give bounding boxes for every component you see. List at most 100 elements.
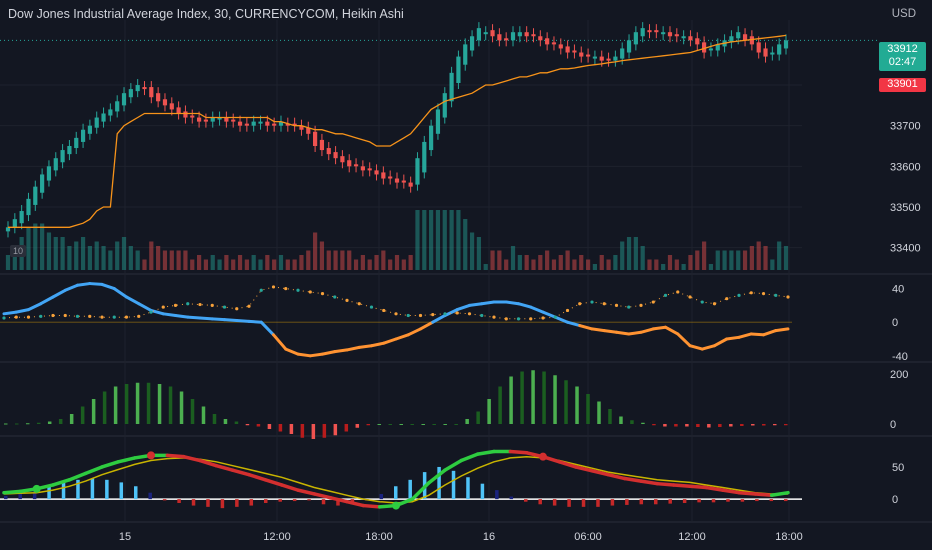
- osc-slow-point: [394, 312, 398, 316]
- candle-body: [688, 36, 693, 41]
- volume-bar: [80, 237, 86, 270]
- stoch-k-segment: [410, 481, 431, 501]
- hist-tick-label: 0: [890, 419, 896, 431]
- volume-bar: [40, 223, 45, 270]
- volume-bar: [729, 250, 734, 270]
- stoch-histogram-bar: [480, 483, 485, 500]
- osc-fast-segment: [112, 287, 128, 299]
- candle-body: [183, 111, 188, 118]
- osc-fast-segment: [504, 300, 520, 306]
- candle-body: [435, 109, 441, 134]
- osc-fast-segment: [382, 337, 398, 345]
- volume-bar: [442, 210, 447, 270]
- osc-slow-point: [541, 316, 545, 320]
- stoch-cross-marker: [32, 484, 41, 493]
- volume-bar: [674, 259, 679, 270]
- stoch-histogram-bar: [47, 486, 51, 500]
- histogram-bar: [14, 423, 19, 425]
- osc-fast-segment: [100, 282, 116, 291]
- histogram-bar: [289, 424, 294, 434]
- stoch-histogram-bar: [552, 499, 557, 506]
- stoch-histogram-bar: [538, 499, 542, 505]
- osc-fast-segment: [443, 308, 459, 317]
- volume-bar: [5, 255, 11, 270]
- volume-bar: [722, 250, 727, 270]
- volume-bar: [736, 250, 741, 270]
- histogram-bar: [212, 414, 217, 424]
- stoch-histogram-bar: [581, 499, 586, 507]
- histogram-bar: [608, 409, 612, 424]
- osc-fast-segment: [774, 327, 790, 333]
- volume-bar: [585, 259, 591, 270]
- osc-slow-point: [504, 317, 508, 321]
- osc-fast-segment: [235, 319, 251, 323]
- osc-slow-point: [296, 288, 300, 292]
- candle-body: [640, 28, 645, 37]
- stoch-histogram-bar: [408, 479, 412, 500]
- stoch-histogram-bar: [668, 499, 672, 504]
- osc-slow-point: [186, 302, 190, 306]
- histogram-bar: [696, 424, 700, 427]
- stoch-cross-marker: [147, 451, 155, 460]
- volume-bar: [497, 250, 502, 270]
- histogram-bar: [674, 424, 678, 427]
- osc-fast-segment: [664, 325, 680, 336]
- osc-fast-segment: [468, 302, 484, 307]
- candle-body: [715, 44, 720, 51]
- stoch-histogram-bar: [394, 486, 398, 500]
- osc-slow-point: [443, 312, 447, 316]
- currency-label[interactable]: USD: [891, 8, 916, 20]
- volume-bar: [26, 228, 31, 270]
- volume-bar: [156, 246, 161, 270]
- osc-slow-point: [137, 314, 141, 318]
- stoch-histogram-bar: [119, 482, 124, 500]
- candle-body: [53, 158, 58, 171]
- histogram-bar: [80, 406, 85, 424]
- volume-bar: [340, 250, 345, 270]
- candle-body: [654, 30, 659, 33]
- candle-body: [162, 99, 168, 106]
- candle-body: [19, 211, 24, 224]
- candle-body: [87, 125, 92, 134]
- osc-fast-segment: [651, 325, 667, 331]
- osc-fast-segment: [394, 333, 410, 341]
- candle-body: [326, 148, 331, 155]
- stochastic-pane: [0, 449, 802, 510]
- histogram-bar: [597, 401, 601, 424]
- osc-fast-segment: [63, 283, 79, 292]
- candle-body: [490, 30, 495, 37]
- volume-bar: [203, 259, 209, 270]
- candle-body: [360, 166, 365, 171]
- volume-bar: [654, 259, 659, 270]
- candle-body: [190, 115, 195, 118]
- histogram-bar: [311, 424, 316, 439]
- osc-slow-point: [761, 292, 766, 296]
- stoch-k-segment: [116, 456, 137, 464]
- osc-slow-point: [320, 292, 325, 296]
- candle-body: [620, 48, 625, 59]
- histogram-bar: [586, 394, 590, 424]
- stoch-histogram-bar: [105, 479, 109, 500]
- volume-bar: [306, 250, 311, 270]
- volume-bar: [162, 250, 168, 270]
- volume-bar: [12, 246, 17, 270]
- osc-fast-segment: [529, 305, 545, 314]
- volume-bar: [435, 210, 441, 270]
- price-tick-label: 33600: [890, 161, 921, 173]
- osc-fast-segment: [39, 295, 55, 306]
- candle-body: [142, 87, 147, 90]
- volume-bar: [469, 232, 475, 270]
- candle-body: [306, 127, 311, 134]
- osc-slow-point: [210, 303, 214, 307]
- stoch-histogram-bar: [769, 499, 774, 502]
- candle-body: [244, 123, 249, 126]
- stoch-k-segment: [100, 460, 121, 469]
- volume-bar: [681, 264, 686, 270]
- osc-fast-segment: [578, 324, 594, 331]
- osc-slow-point: [700, 300, 704, 304]
- candle-body: [551, 42, 557, 45]
- histogram-bar: [707, 424, 711, 428]
- stoch-histogram-bar: [177, 499, 181, 503]
- osc-fast-segment: [517, 302, 533, 309]
